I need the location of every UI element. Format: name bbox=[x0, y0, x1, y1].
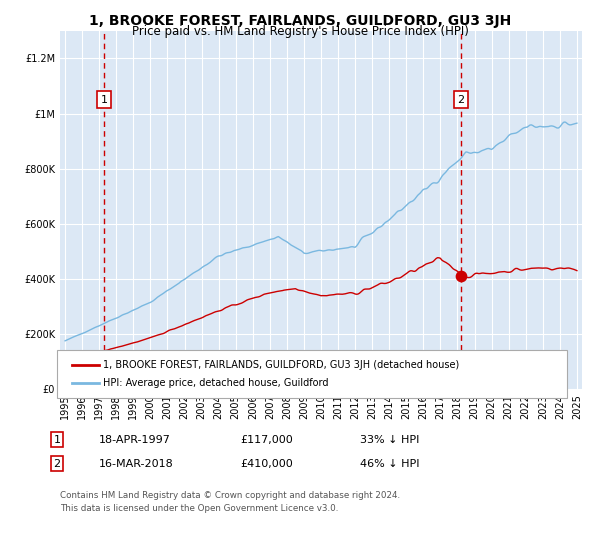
Text: 18-APR-1997: 18-APR-1997 bbox=[99, 435, 171, 445]
Text: Contains HM Land Registry data © Crown copyright and database right 2024.: Contains HM Land Registry data © Crown c… bbox=[60, 491, 400, 500]
Text: Price paid vs. HM Land Registry's House Price Index (HPI): Price paid vs. HM Land Registry's House … bbox=[131, 25, 469, 38]
Text: 1: 1 bbox=[53, 435, 61, 445]
Text: 2: 2 bbox=[457, 95, 464, 105]
Text: 1, BROOKE FOREST, FAIRLANDS, GUILDFORD, GU3 3JH: 1, BROOKE FOREST, FAIRLANDS, GUILDFORD, … bbox=[89, 14, 511, 28]
Text: 33% ↓ HPI: 33% ↓ HPI bbox=[360, 435, 419, 445]
Text: HPI: Average price, detached house, Guildford: HPI: Average price, detached house, Guil… bbox=[103, 378, 329, 388]
Text: 1: 1 bbox=[101, 95, 107, 105]
Text: 2: 2 bbox=[53, 459, 61, 469]
Text: £117,000: £117,000 bbox=[240, 435, 293, 445]
Point bbox=[100, 352, 109, 361]
Text: 46% ↓ HPI: 46% ↓ HPI bbox=[360, 459, 419, 469]
Text: £410,000: £410,000 bbox=[240, 459, 293, 469]
Text: 1, BROOKE FOREST, FAIRLANDS, GUILDFORD, GU3 3JH (detached house): 1, BROOKE FOREST, FAIRLANDS, GUILDFORD, … bbox=[103, 360, 460, 370]
Text: This data is licensed under the Open Government Licence v3.0.: This data is licensed under the Open Gov… bbox=[60, 504, 338, 513]
Point bbox=[456, 272, 466, 281]
Text: 16-MAR-2018: 16-MAR-2018 bbox=[99, 459, 174, 469]
